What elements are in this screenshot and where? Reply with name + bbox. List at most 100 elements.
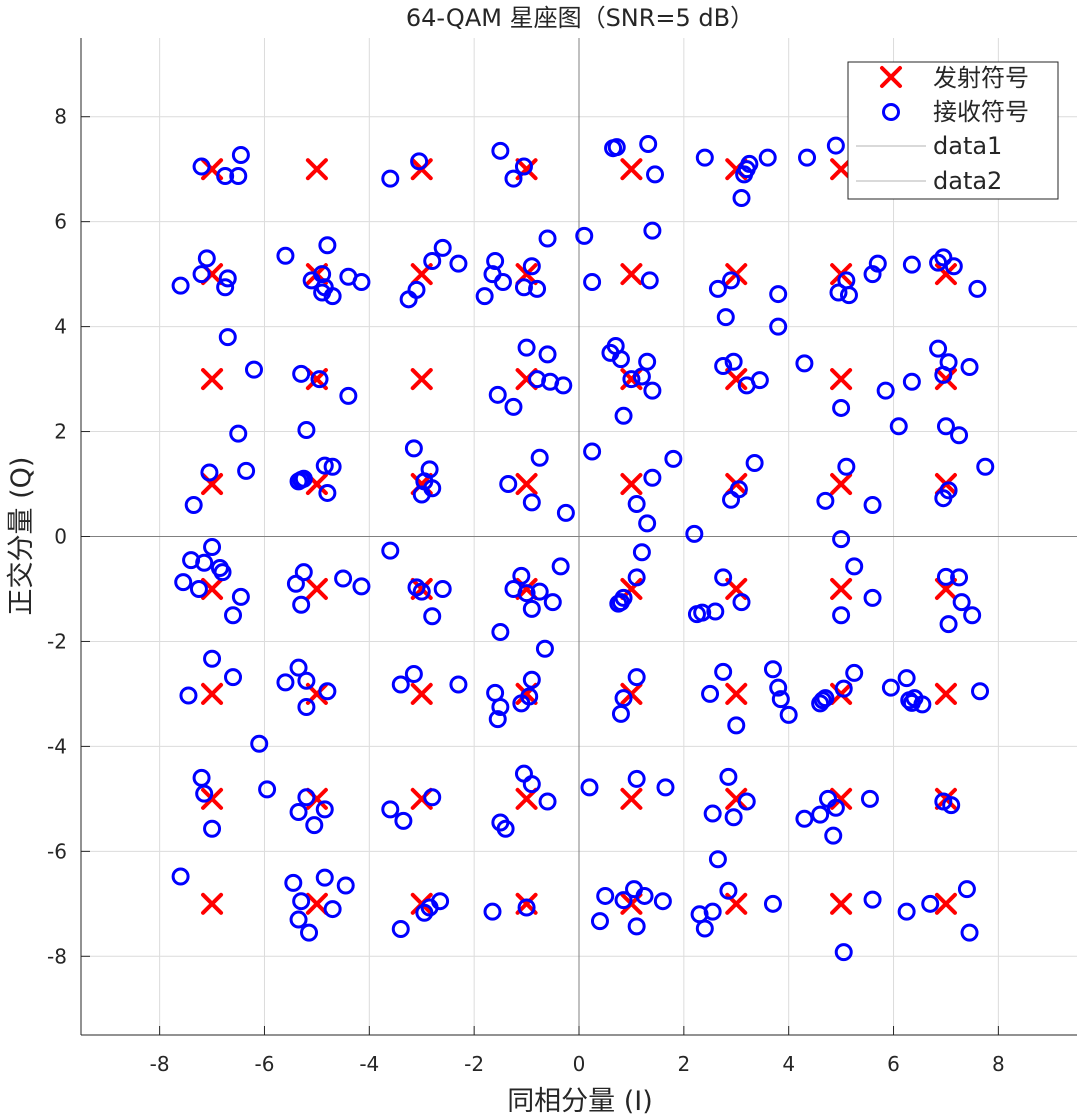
x-tick-label: -6 — [254, 1052, 274, 1076]
received-symbol-point — [929, 339, 948, 358]
received-symbol-point — [889, 417, 908, 436]
received-symbol-point — [779, 705, 798, 724]
received-symbol-point — [750, 371, 769, 390]
received-symbol-point — [653, 892, 672, 911]
received-symbol-point — [229, 167, 248, 186]
x-tick-label: -4 — [359, 1052, 379, 1076]
received-symbol-point — [813, 691, 832, 710]
chart-title: 64-QAM 星座图（SNR=5 dB） — [406, 4, 754, 32]
received-symbol-point — [868, 254, 887, 273]
received-symbol-point — [224, 606, 243, 625]
received-symbol-point — [543, 593, 562, 612]
received-symbol-point — [960, 358, 979, 377]
received-symbol-point — [971, 682, 990, 701]
received-symbol-point — [811, 805, 830, 824]
y-tick-label: 0 — [54, 525, 67, 549]
received-symbol-point — [491, 141, 510, 160]
received-symbol-point — [632, 543, 651, 562]
received-symbol-point — [795, 354, 814, 373]
received-symbol-point — [339, 386, 358, 405]
received-symbol-point — [493, 273, 512, 292]
received-symbol-point — [944, 257, 963, 276]
received-symbol-point — [627, 568, 646, 587]
transmitted-symbol-point — [620, 263, 643, 286]
y-axis-label: 正交分量 (Q) — [6, 457, 37, 616]
received-symbol-point — [192, 768, 211, 787]
received-symbol-point — [708, 279, 727, 298]
received-symbol-point — [863, 890, 882, 909]
received-symbol-point — [530, 448, 549, 467]
received-symbol-point — [297, 788, 316, 807]
received-symbol-point — [706, 602, 725, 621]
y-tick-label: 6 — [54, 210, 67, 234]
received-symbol-point — [315, 868, 334, 887]
tick-labels: -8 -6 -4 -2 0 2 4 6 8 -8 -6 -4 -2 0 2 4 6 8 — [47, 105, 1005, 1076]
received-symbol-point — [381, 800, 400, 819]
received-symbol-point — [289, 658, 308, 677]
received-symbol-point — [433, 579, 452, 598]
received-symbol-point — [627, 917, 646, 936]
received-symbol-point — [639, 134, 658, 153]
received-symbol-point — [195, 553, 214, 572]
received-symbol-point — [522, 670, 541, 689]
transmitted-symbols — [201, 158, 957, 915]
received-symbol-point — [556, 503, 575, 522]
received-symbol-point — [192, 157, 211, 176]
y-tick-label: 2 — [54, 420, 67, 444]
received-symbol-point — [826, 136, 845, 155]
received-symbol-point — [431, 892, 450, 911]
received-symbol-point — [614, 891, 633, 910]
transmitted-symbol-point — [515, 473, 538, 496]
transmitted-symbol-point — [830, 787, 853, 810]
received-symbol-point — [611, 350, 630, 369]
transmitted-symbol-point — [620, 158, 643, 181]
received-symbol-point — [404, 439, 423, 458]
received-symbol-point — [352, 577, 371, 596]
received-symbol-point — [517, 338, 536, 357]
received-symbol-point — [415, 903, 434, 922]
received-symbol-point — [514, 157, 533, 176]
received-symbol-point — [845, 663, 864, 682]
received-symbol-point — [708, 850, 727, 869]
transmitted-symbol-point — [201, 577, 224, 600]
transmitted-symbol-stroke — [725, 787, 748, 810]
received-symbol-point — [323, 287, 342, 306]
transmitted-symbol-point — [725, 368, 748, 391]
received-symbol-point — [950, 568, 969, 587]
transmitted-symbol-stroke — [934, 892, 957, 915]
transmitted-symbol-point — [201, 682, 224, 705]
transmitted-symbol-stroke — [201, 787, 224, 810]
received-symbol-point — [834, 943, 853, 962]
y-tick-label: -4 — [47, 734, 67, 758]
received-symbol-point — [863, 588, 882, 607]
received-symbol-point — [701, 684, 720, 703]
transmitted-symbol-point — [934, 682, 957, 705]
received-symbol-point — [732, 593, 751, 612]
received-symbol-point — [315, 800, 334, 819]
received-symbol-point — [535, 639, 554, 658]
received-symbol-point — [863, 496, 882, 515]
axes-frame — [80, 38, 1077, 1036]
transmitted-symbol-stroke — [725, 892, 748, 915]
received-symbol-point — [640, 271, 659, 290]
received-symbol-point — [795, 809, 814, 828]
received-symbol-point — [881, 678, 900, 697]
received-symbol-point — [423, 479, 442, 498]
transmitted-symbol-stroke — [934, 682, 957, 705]
received-symbol-point — [514, 764, 533, 783]
received-symbol-point — [811, 694, 830, 713]
received-symbol-point — [315, 456, 334, 475]
x-tick-label: 6 — [887, 1052, 900, 1076]
received-symbol-point — [745, 454, 764, 473]
received-symbol-point — [960, 923, 979, 942]
received-symbol-point — [289, 802, 308, 821]
received-symbol-point — [449, 675, 468, 694]
received-symbol-point — [968, 279, 987, 298]
received-symbol-point — [769, 678, 788, 697]
x-tick-label: -8 — [150, 1052, 170, 1076]
transmitted-symbol-point — [620, 473, 643, 496]
received-symbol-point — [491, 698, 510, 717]
received-symbol-point — [318, 236, 337, 255]
received-symbol-point — [936, 567, 955, 586]
received-symbol-point — [323, 900, 342, 919]
